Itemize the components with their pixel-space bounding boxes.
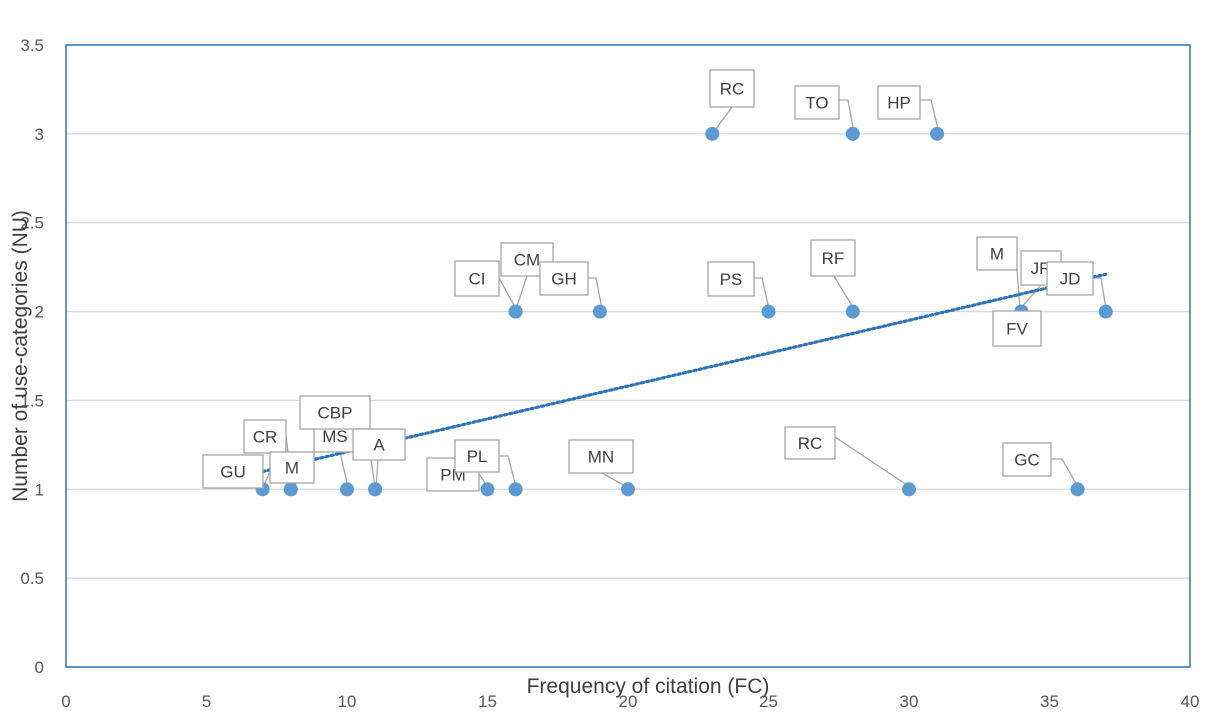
data-label: CI bbox=[469, 270, 486, 289]
y-tick-label: 2 bbox=[35, 303, 44, 322]
callout-box bbox=[539, 261, 589, 296]
callout-box bbox=[568, 439, 634, 474]
callout-box bbox=[707, 261, 755, 297]
data-label: M bbox=[285, 459, 299, 478]
callout-box bbox=[1002, 442, 1052, 477]
callout-box bbox=[426, 457, 480, 492]
data-label: MS bbox=[322, 427, 348, 446]
callout-box bbox=[992, 310, 1042, 347]
x-tick-label: 10 bbox=[338, 692, 357, 710]
data-label: JR bbox=[1031, 259, 1052, 278]
x-axis-tick-labels: 0 5 10 15 20 25 30 35 40 bbox=[61, 692, 1200, 711]
data-point bbox=[508, 482, 523, 497]
data-point bbox=[705, 126, 720, 141]
data-point bbox=[283, 482, 298, 497]
x-tick-label: 30 bbox=[900, 692, 919, 710]
data-point bbox=[1098, 304, 1113, 319]
callout-leader-line bbox=[834, 436, 911, 490]
x-tick-label: 5 bbox=[202, 692, 211, 710]
data-label: RC bbox=[720, 80, 745, 99]
callout-box bbox=[1046, 261, 1094, 296]
callout-box bbox=[269, 451, 315, 484]
x-tick-label: 20 bbox=[619, 692, 638, 710]
data-label: GH bbox=[551, 270, 577, 289]
y-tick-label: 1.5 bbox=[20, 391, 44, 410]
data-label: CR bbox=[253, 428, 278, 447]
y-tick-label: 2.5 bbox=[20, 214, 44, 233]
y-tick-label: 1 bbox=[35, 480, 44, 499]
y-axis-tick-labels: 0 0.5 1 1.5 2 2.5 3 3.5 bbox=[20, 36, 44, 677]
data-label: MN bbox=[588, 448, 614, 467]
x-tick-label: 0 bbox=[61, 692, 70, 710]
data-point bbox=[508, 304, 523, 319]
callout-box bbox=[784, 426, 836, 460]
data-label: FV bbox=[1006, 320, 1028, 339]
data-label: GC bbox=[1014, 451, 1040, 470]
data-point bbox=[930, 126, 945, 141]
x-axis-title: Frequency of citation (FC) bbox=[527, 675, 770, 698]
x-tick-label: 25 bbox=[759, 692, 778, 710]
data-label: RC bbox=[798, 434, 823, 453]
data-point bbox=[480, 482, 495, 497]
data-point bbox=[1070, 482, 1085, 497]
data-label: GU bbox=[220, 463, 246, 482]
x-tick-label: 15 bbox=[478, 692, 497, 710]
data-points bbox=[255, 126, 1113, 497]
data-point bbox=[845, 126, 860, 141]
data-label: TO bbox=[805, 94, 828, 113]
plot-area-border bbox=[65, 44, 1191, 668]
callout-box bbox=[976, 236, 1018, 271]
callout-box bbox=[352, 428, 406, 461]
x-tick-label: 35 bbox=[1040, 692, 1059, 710]
y-tick-label: 0.5 bbox=[20, 569, 44, 588]
callout-box bbox=[454, 439, 500, 473]
y-tick-label: 0 bbox=[35, 658, 44, 677]
data-label: PL bbox=[467, 447, 488, 466]
data-point bbox=[368, 482, 383, 497]
y-tick-label: 3 bbox=[35, 125, 44, 144]
data-point bbox=[902, 482, 916, 497]
callout-box bbox=[810, 239, 856, 277]
callout-box bbox=[877, 85, 921, 120]
data-label: CM bbox=[514, 251, 540, 270]
data-label: A bbox=[373, 436, 385, 455]
data-point bbox=[340, 482, 354, 497]
data-label: RF bbox=[822, 249, 845, 268]
callout-box bbox=[794, 85, 840, 120]
data-label: JD bbox=[1060, 270, 1081, 289]
y-axis-title: Number of use-categories (NU) bbox=[9, 210, 32, 502]
data-label: HP bbox=[887, 94, 911, 113]
callout-box bbox=[454, 260, 500, 297]
y-tick-label: 3.5 bbox=[20, 36, 44, 55]
data-label: M bbox=[990, 245, 1004, 264]
callout-box bbox=[709, 69, 755, 108]
callout-box bbox=[299, 395, 371, 430]
data-point bbox=[845, 304, 860, 319]
x-tick-label: 40 bbox=[1181, 692, 1200, 710]
data-point bbox=[592, 304, 607, 319]
callout-box bbox=[202, 454, 264, 489]
data-point bbox=[621, 482, 635, 497]
gridlines bbox=[66, 133, 1190, 668]
callout-box bbox=[243, 419, 287, 454]
data-point bbox=[761, 304, 776, 319]
data-label: CBP bbox=[318, 404, 353, 423]
data-label: PS bbox=[720, 270, 743, 289]
